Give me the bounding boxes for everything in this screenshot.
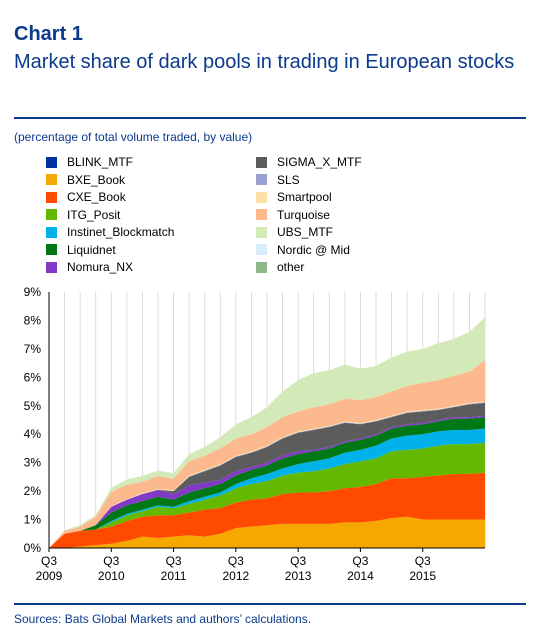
y-tick-label: 4% bbox=[24, 427, 42, 441]
legend-item: SLS bbox=[256, 172, 300, 188]
legend-label: SIGMA_X_MTF bbox=[277, 155, 362, 169]
chart-number: Chart 1 bbox=[14, 23, 83, 45]
legend-label: other bbox=[277, 260, 305, 274]
y-tick-label: 0% bbox=[24, 541, 42, 555]
legend-item: CXE_Book bbox=[46, 189, 126, 205]
legend-swatch bbox=[256, 156, 267, 168]
title-block: Chart 1 Market share of dark pools in tr… bbox=[14, 22, 526, 76]
legend-swatch bbox=[256, 226, 267, 238]
x-tick-label: Q3 bbox=[103, 554, 119, 568]
y-tick-label: 9% bbox=[24, 285, 42, 299]
legend-item: Instinet_Blockmatch bbox=[46, 224, 174, 240]
y-tick-label: 3% bbox=[24, 456, 42, 470]
x-tick-label: Q3 bbox=[41, 554, 57, 568]
legend-item: BLINK_MTF bbox=[46, 154, 133, 170]
legend-swatch bbox=[256, 174, 267, 185]
x-tick-label: Q3 bbox=[352, 554, 368, 568]
chart-subtitle: (percentage of total volume traded, by v… bbox=[14, 130, 253, 144]
legend-item: other bbox=[256, 259, 304, 275]
x-tick-label: 2011 bbox=[161, 569, 187, 583]
legend-label: UBS_MTF bbox=[277, 225, 334, 239]
legend-label: BLINK_MTF bbox=[67, 155, 134, 169]
x-tick-label: Q3 bbox=[228, 554, 244, 568]
legend-swatch bbox=[256, 191, 267, 203]
x-tick-label: Q3 bbox=[415, 554, 431, 568]
y-tick-label: 2% bbox=[24, 484, 42, 498]
series-area bbox=[49, 360, 485, 548]
x-tick-label: 2014 bbox=[347, 569, 374, 583]
legend-swatch bbox=[256, 244, 267, 255]
y-tick-label: 8% bbox=[24, 313, 42, 327]
y-tick-label: 5% bbox=[24, 399, 42, 413]
legend-swatch bbox=[256, 209, 267, 220]
series-area bbox=[49, 472, 485, 548]
series-area bbox=[49, 417, 485, 548]
series-area bbox=[49, 442, 485, 548]
y-tick-label: 1% bbox=[24, 513, 42, 527]
legend-label: Liquidnet bbox=[67, 242, 116, 257]
x-tick-label: 2013 bbox=[285, 569, 312, 583]
legend-item: Liquidnet bbox=[46, 242, 116, 258]
x-tick-label: Q3 bbox=[290, 554, 306, 568]
x-tick-label: 2015 bbox=[409, 569, 436, 583]
legend-item: UBS_MTF bbox=[256, 224, 333, 240]
legend-label: SLS bbox=[277, 172, 300, 187]
legend-label: Smartpool bbox=[277, 190, 332, 204]
legend-label: Nomura_NX bbox=[67, 260, 134, 274]
x-tick-label: 2010 bbox=[98, 569, 125, 583]
legend-swatch bbox=[46, 174, 57, 185]
legend-swatch bbox=[256, 261, 267, 273]
chart-title: Market share of dark pools in trading in… bbox=[14, 51, 515, 73]
legend-item: SIGMA_X_MTF bbox=[256, 154, 362, 170]
bottom-divider bbox=[14, 603, 526, 605]
y-tick-label: 7% bbox=[24, 342, 42, 356]
series-area bbox=[49, 317, 485, 548]
top-divider bbox=[14, 117, 526, 119]
legend-label: Nordic @ Mid bbox=[277, 242, 350, 257]
legend-item: Turquoise bbox=[256, 207, 330, 223]
legend-item: Nomura_NX bbox=[46, 259, 133, 275]
legend-item: ITG_Posit bbox=[46, 207, 120, 223]
source-note: Sources: Bats Global Markets and authors… bbox=[14, 612, 312, 626]
legend-swatch bbox=[46, 156, 57, 168]
series-area bbox=[49, 516, 485, 548]
chart-legend: BLINK_MTF BXE_Book CXE_Book ITG_Posit Instin… bbox=[46, 154, 466, 280]
legend-item: Nordic @ Mid bbox=[256, 242, 350, 258]
chart-plot: 0%1%2%3%4%5%6%7%8%9%Q32009Q32010Q32011Q3… bbox=[24, 285, 486, 583]
legend-swatch bbox=[46, 244, 57, 255]
legend-item: Smartpool bbox=[256, 189, 332, 205]
series-area bbox=[49, 402, 485, 548]
series-area bbox=[49, 428, 485, 548]
legend-swatch bbox=[46, 261, 57, 273]
legend-label: CXE_Book bbox=[67, 190, 126, 204]
legend-label: BXE_Book bbox=[67, 172, 126, 187]
y-tick-label: 6% bbox=[24, 370, 42, 384]
legend-swatch bbox=[46, 191, 57, 203]
x-tick-label: 2009 bbox=[36, 569, 63, 583]
legend-swatch bbox=[46, 209, 57, 220]
legend-label: Turquoise bbox=[277, 207, 330, 222]
legend-label: Instinet_Blockmatch bbox=[67, 225, 175, 239]
x-tick-label: 2012 bbox=[223, 569, 250, 583]
x-tick-label: Q3 bbox=[166, 554, 182, 568]
legend-swatch bbox=[46, 226, 57, 238]
legend-item: BXE_Book bbox=[46, 172, 125, 188]
legend-label: ITG_Posit bbox=[67, 207, 121, 222]
